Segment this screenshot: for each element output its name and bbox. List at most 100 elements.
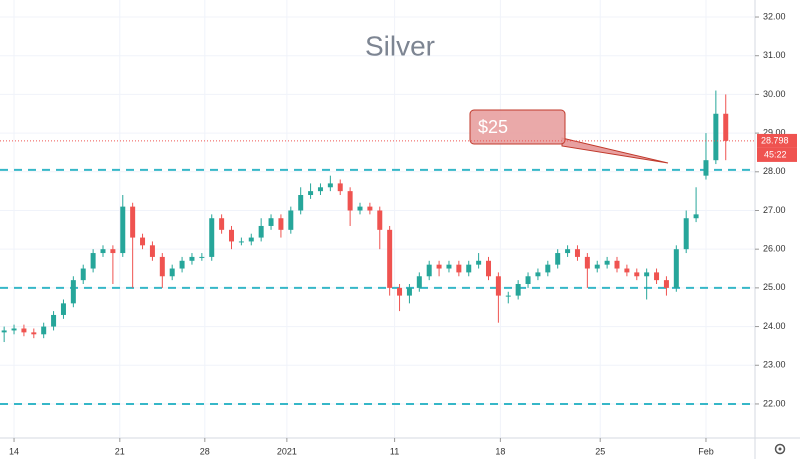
y-tick-label: 24.00 [763, 321, 786, 331]
x-tick-label: 21 [115, 446, 125, 456]
candle-body [41, 326, 47, 335]
y-tick-label: 31.00 [763, 50, 786, 60]
candle-body [594, 264, 600, 269]
candle-body [416, 276, 422, 288]
settings-icon[interactable] [774, 443, 786, 455]
candle-body [248, 237, 254, 242]
candle-body [397, 287, 403, 296]
candle-body [426, 264, 432, 277]
candle-body [624, 268, 630, 273]
y-tick-label: 32.00 [763, 11, 786, 21]
candle-body [456, 264, 462, 273]
x-tick-label: 28 [200, 446, 210, 456]
candle-body [683, 218, 689, 250]
candle-body [179, 260, 185, 269]
candles [1, 90, 729, 343]
candle-body [209, 218, 215, 257]
candle-body [1, 330, 7, 333]
candle-body [614, 260, 620, 269]
x-tick-label: 11 [390, 446, 399, 456]
candle-body [278, 218, 284, 230]
candle-body [654, 272, 660, 281]
candle-body [298, 195, 304, 211]
callout: $25 [469, 109, 669, 164]
candle-body [505, 295, 511, 297]
candle-body [140, 237, 146, 246]
candle-body [693, 214, 699, 219]
candle-body [555, 253, 561, 265]
candle-body [120, 206, 126, 254]
candle-body [367, 206, 373, 211]
x-tick-label: Feb [698, 446, 714, 456]
y-tick-label: 28.00 [763, 166, 786, 176]
candle-body [60, 303, 66, 315]
candle-body [317, 187, 323, 192]
candle-body [238, 241, 244, 243]
candle-body [584, 256, 590, 269]
y-tick-label: 26.00 [763, 244, 786, 254]
x-tick-label: 25 [595, 446, 605, 456]
gear-center[interactable] [778, 447, 782, 451]
candle-body [229, 229, 235, 242]
candle-body [466, 264, 472, 273]
candle-body [80, 268, 86, 281]
last-price-label: 28.798 [761, 135, 789, 145]
candle-body [446, 264, 452, 269]
candle-body [357, 206, 363, 211]
candle-body [545, 264, 551, 273]
candle-body [634, 272, 640, 277]
x-tick-label: 18 [495, 446, 505, 456]
candle-body [495, 276, 501, 296]
candle-body [130, 206, 136, 238]
candle-body [525, 276, 531, 285]
candle-body [21, 328, 27, 333]
countdown-tag [757, 147, 797, 162]
candle-body [476, 260, 482, 265]
candle-body [169, 268, 175, 277]
chart-title: Silver [365, 30, 435, 61]
candle-body [199, 256, 205, 258]
candle-body [673, 249, 679, 288]
candle-body [436, 264, 442, 269]
candle-body [90, 253, 96, 269]
y-tick-label: 30.00 [763, 89, 786, 99]
y-tick-label: 22.00 [763, 398, 786, 408]
countdown-label: 45:22 [764, 149, 787, 159]
candle-body [565, 249, 571, 254]
candle-body [604, 260, 610, 265]
candle-body [100, 249, 106, 254]
x-tick-label: 14 [9, 446, 19, 456]
candle-body [337, 183, 343, 192]
candle-body [377, 210, 383, 230]
candle-body [535, 272, 541, 277]
last-price-tag [757, 133, 797, 148]
axes: 22.00 23.00 24.00 25.00 26.00 27.00 28.00 29.00… [0, 11, 797, 456]
candle-body [644, 272, 650, 277]
candle-body [159, 256, 165, 277]
candle-body [189, 256, 195, 261]
candle-body [574, 249, 580, 257]
candle-body [268, 218, 274, 226]
candle-body [149, 245, 155, 257]
candle-body [713, 113, 719, 161]
x-tick-label: 2021 [277, 446, 297, 456]
candle-body [288, 210, 294, 230]
annotation: $25 [478, 117, 508, 137]
candle-body [31, 332, 37, 335]
candle-body [406, 287, 412, 296]
gear[interactable] [774, 443, 786, 455]
candle-body [110, 249, 116, 254]
y-tick-label: 27.00 [763, 205, 786, 215]
candle-body [347, 191, 353, 211]
candle-body [219, 218, 225, 230]
candle-body [486, 260, 492, 277]
candle-body [723, 113, 729, 141]
candle-body [387, 229, 393, 288]
y-tick-label: 29.00 [763, 127, 786, 137]
candle-body [308, 191, 314, 196]
candle-body [703, 160, 709, 176]
candle-body [663, 280, 669, 288]
callout-box [469, 109, 566, 145]
